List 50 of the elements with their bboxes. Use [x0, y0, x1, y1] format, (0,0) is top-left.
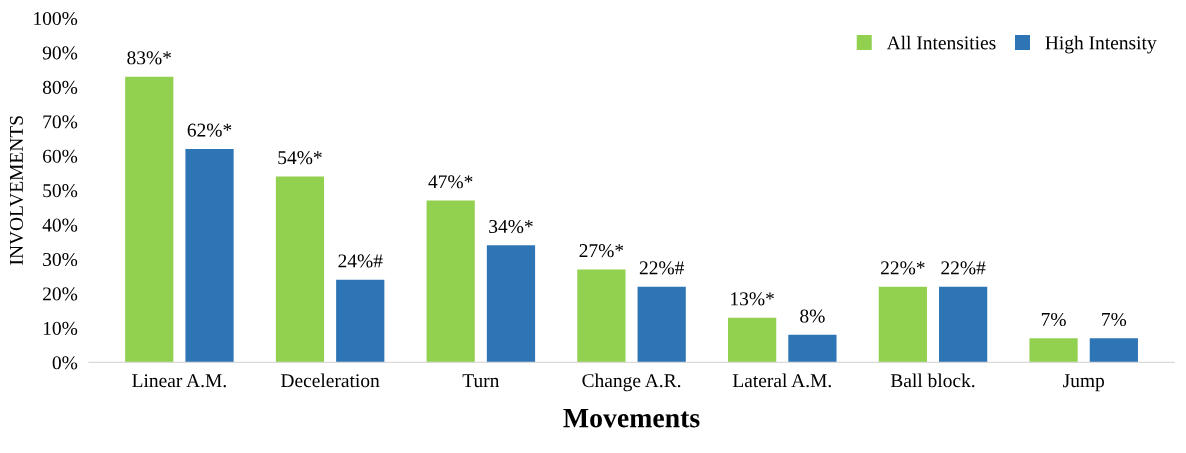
- y-axis-title: INVOLVEMENTS: [9, 116, 24, 265]
- data-label: 8%: [800, 309, 825, 323]
- y-tick-label: 10%: [43, 321, 78, 335]
- y-tick-label: 80%: [42, 80, 78, 94]
- bar: [1089, 338, 1138, 363]
- bar: [486, 245, 536, 363]
- y-tick-label: 50%: [43, 184, 78, 198]
- x-tick-label: Linear A.M.: [132, 374, 226, 388]
- bar: [788, 334, 837, 363]
- data-label: 83%*: [127, 51, 171, 65]
- data-label: 62%*: [187, 123, 232, 137]
- bar: [1029, 338, 1078, 363]
- x-tick-label: Lateral A.M.: [732, 373, 831, 388]
- legend-label: All Intensities: [886, 35, 996, 50]
- data-label: 27%*: [579, 244, 624, 258]
- data-label: 22%#: [941, 261, 986, 275]
- y-tick-label: 30%: [43, 252, 78, 267]
- data-label: 22%*: [881, 261, 925, 275]
- y-tick-label: 20%: [43, 287, 78, 301]
- data-label: 13%*: [731, 292, 774, 306]
- y-tick-label: 0%: [52, 356, 78, 370]
- data-label: 7%: [1041, 312, 1066, 327]
- data-label: 24%#: [338, 254, 383, 268]
- bar: [426, 200, 475, 363]
- data-label: 7%: [1102, 312, 1127, 327]
- bar: [878, 286, 927, 363]
- data-label: 54%*: [278, 151, 322, 165]
- bar: [577, 269, 626, 363]
- bar: [637, 286, 686, 363]
- y-tick-label: 40%: [42, 218, 78, 232]
- data-label: 34%*: [489, 219, 533, 234]
- y-tick-label: 100%: [34, 11, 78, 26]
- x-tick-label: Turn: [462, 374, 500, 388]
- y-tick-label: 70%: [43, 115, 78, 129]
- x-tick-label: Change A.R.: [582, 373, 681, 392]
- data-label: 22%#: [639, 261, 685, 275]
- legend-label: High Intensity: [1045, 35, 1157, 54]
- bar: [185, 148, 234, 363]
- x-axis-title: Movements: [563, 408, 700, 428]
- bar: [336, 279, 385, 363]
- bar: [275, 176, 325, 363]
- y-tick-label: 60%: [43, 149, 78, 163]
- y-tick-label: 90%: [42, 46, 78, 60]
- bar: [728, 317, 777, 363]
- x-tick-label: Deceleration: [281, 373, 380, 388]
- x-tick-label: Jump: [1063, 374, 1105, 392]
- bar: [939, 286, 988, 363]
- bar: [125, 76, 174, 363]
- data-label: 47%*: [428, 175, 473, 189]
- x-tick-label: Ball block.: [890, 373, 975, 388]
